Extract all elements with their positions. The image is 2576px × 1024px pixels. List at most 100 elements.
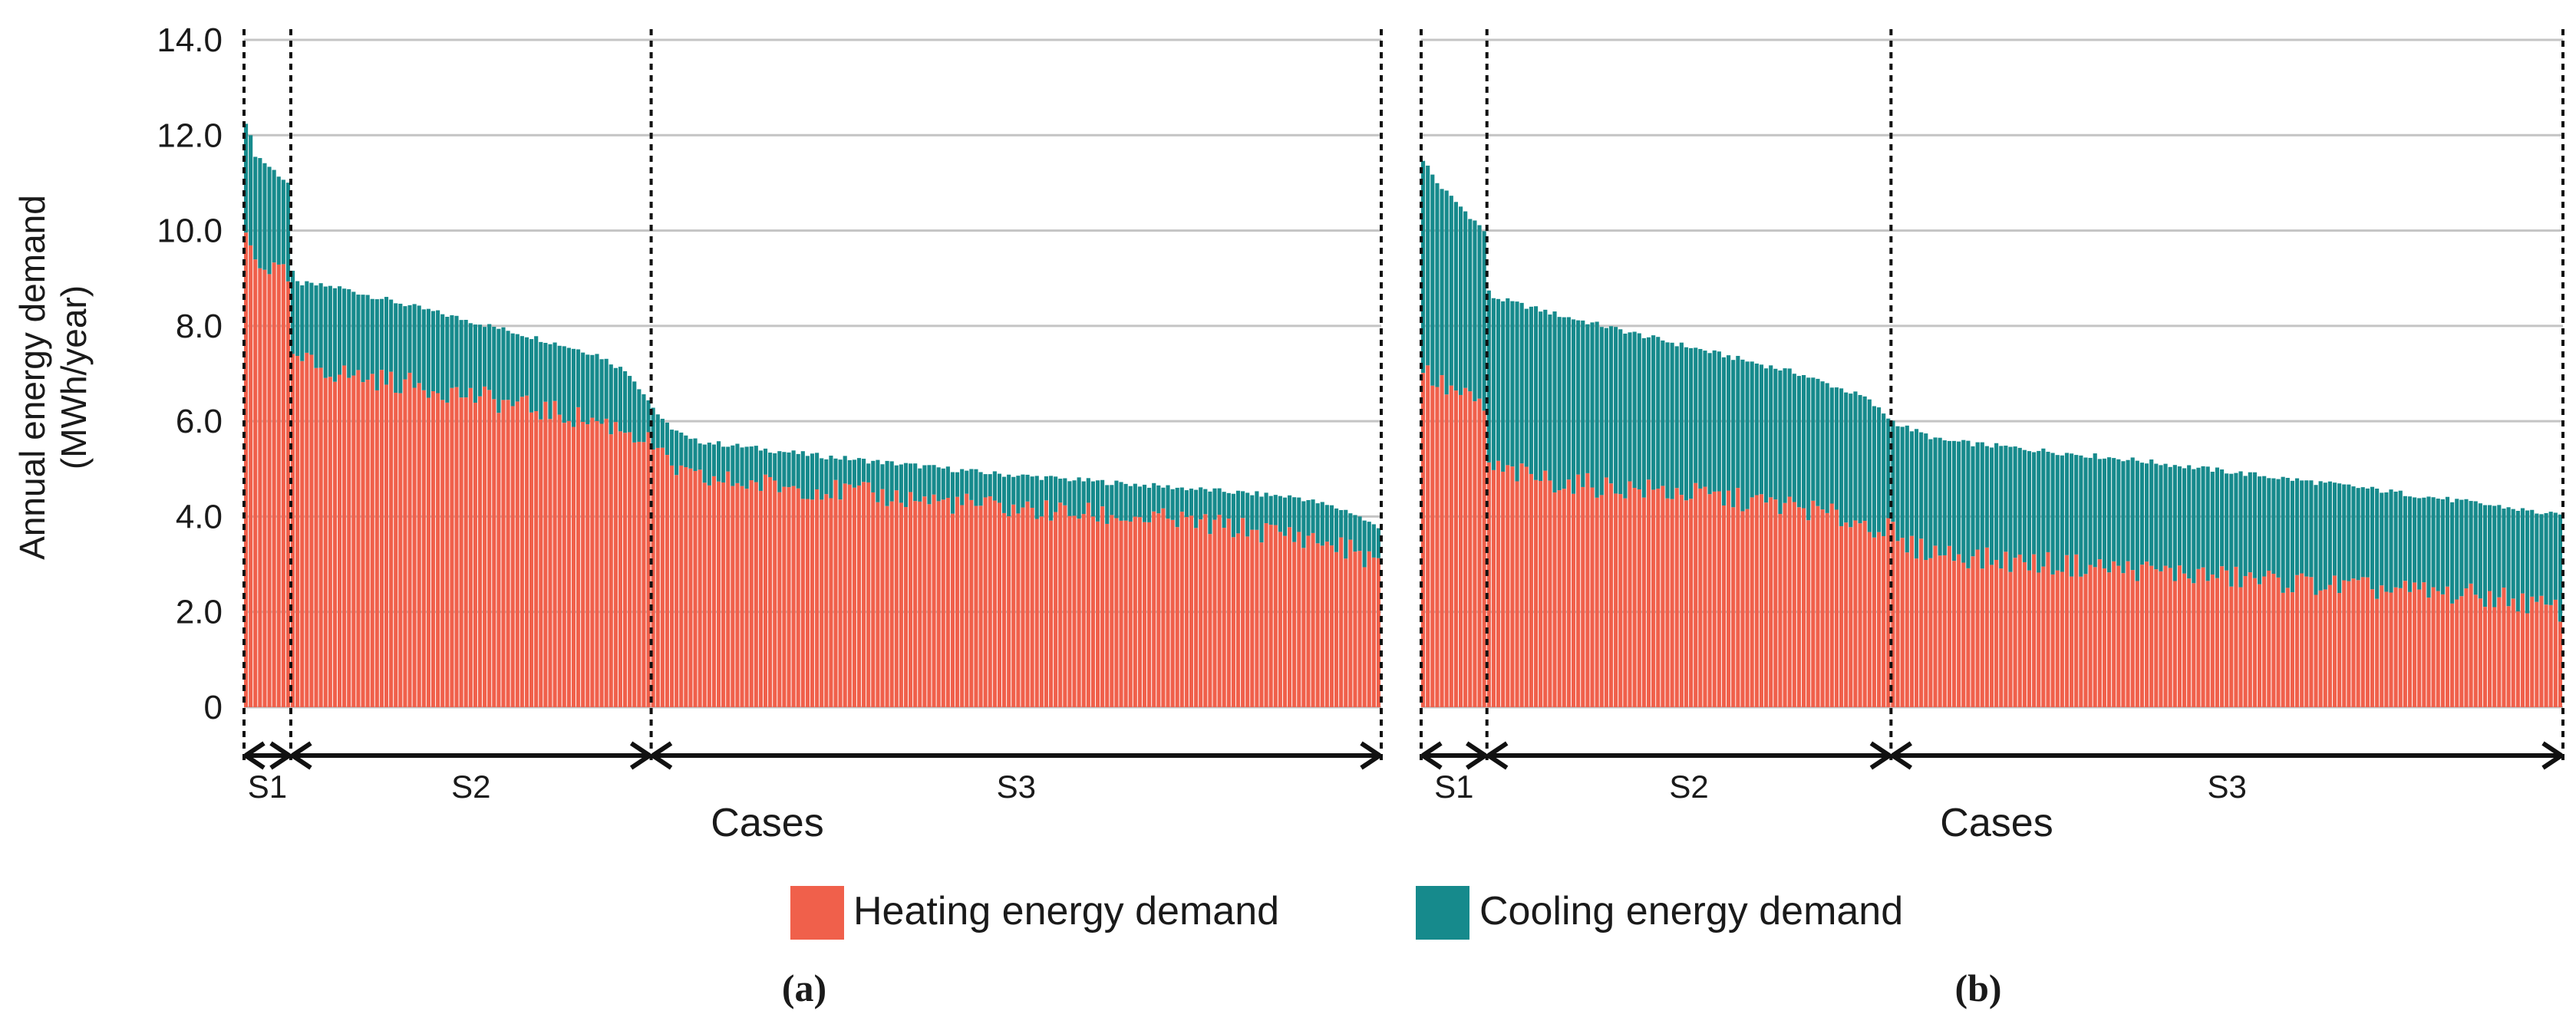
bar-cooling — [1297, 497, 1301, 532]
bar-cooling — [1736, 355, 1740, 489]
bar-cooling — [2262, 476, 2267, 577]
bar-cooling — [2327, 481, 2332, 585]
bar-cooling — [1468, 219, 1473, 392]
bar-cooling — [726, 446, 731, 472]
bar-cooling — [1641, 337, 1646, 498]
bar-heating — [1684, 500, 1689, 707]
bar-cooling — [1515, 301, 1519, 482]
bar-cooling — [978, 472, 983, 506]
bar-heating — [871, 492, 876, 707]
bar-heating — [1491, 469, 1496, 707]
bar-cooling — [1844, 392, 1849, 523]
bar-cooling — [459, 320, 463, 398]
bar-heating — [856, 485, 862, 707]
bar-heating — [1133, 516, 1137, 707]
bar-cooling — [2013, 446, 2017, 558]
bar-heating — [1430, 385, 1435, 707]
bar-heating — [787, 487, 791, 707]
bars — [1421, 160, 2563, 707]
bar-heating — [347, 377, 351, 707]
arrowhead-left — [244, 741, 266, 770]
bar-heating — [2271, 574, 2276, 707]
bar-heating — [407, 372, 412, 707]
bar-heating — [754, 482, 758, 707]
bar-heating — [1095, 521, 1100, 707]
bar-cooling — [2544, 512, 2548, 605]
bar-cooling — [1651, 335, 1656, 490]
bar-cooling — [1576, 320, 1581, 475]
bar-heating — [1334, 552, 1339, 707]
bar-heating — [1566, 479, 1571, 707]
bar-cooling — [2267, 478, 2271, 571]
bar-heating — [1548, 480, 1552, 707]
bar-cooling — [1552, 311, 1557, 493]
bar-heating — [2149, 565, 2154, 707]
y-axis-title-line2: (MWh/year) — [54, 285, 94, 469]
bar-cooling — [2088, 457, 2093, 565]
bar-cooling — [1506, 298, 1510, 466]
bar-cooling — [787, 452, 791, 488]
bar-heating — [866, 482, 871, 707]
bar-heating — [1496, 460, 1501, 707]
bar-heating — [445, 402, 450, 707]
bar-heating — [1581, 486, 1585, 707]
bar-cooling — [721, 446, 726, 483]
bar-heating — [1048, 520, 1054, 707]
bar-heating — [2407, 591, 2413, 707]
bar-heating — [796, 488, 800, 707]
bar-cooling — [604, 358, 609, 419]
bar-cooling — [876, 459, 880, 502]
bar-cooling — [2050, 453, 2055, 575]
bar-cooling — [468, 323, 473, 388]
bar-cooling — [932, 465, 936, 495]
bar-cooling — [950, 472, 955, 514]
bar-cooling — [1421, 160, 1426, 374]
bar-heating — [1367, 551, 1371, 707]
bar-heating — [1971, 556, 1975, 707]
bar-cooling — [936, 467, 941, 502]
bar-heating — [1849, 527, 1853, 707]
bar-heating — [1203, 514, 1208, 707]
bar-cooling — [543, 342, 548, 402]
bar-cooling — [272, 170, 276, 263]
bar-heating — [932, 494, 936, 707]
bar-cooling — [2079, 455, 2083, 577]
bar-heating — [2126, 561, 2130, 707]
bar-heating — [2074, 554, 2079, 707]
bar-cooling — [1628, 332, 1632, 482]
bar-cooling — [1938, 437, 1942, 556]
bar-cooling — [1334, 508, 1339, 552]
bar-heating — [768, 477, 773, 707]
bar-heating — [2017, 554, 2022, 707]
bar-cooling — [1933, 437, 1938, 546]
bar-heating — [992, 500, 997, 707]
bar-cooling — [2027, 451, 2032, 571]
bar-cooling — [1189, 488, 1194, 516]
bar-cooling — [440, 314, 445, 400]
bar-heating — [1264, 523, 1268, 707]
bar-heating — [655, 447, 660, 707]
bar-heating — [604, 418, 609, 707]
bar-cooling — [2459, 499, 2464, 597]
bar-cooling — [548, 344, 552, 420]
bar-heating — [557, 414, 562, 707]
bar-heating — [623, 433, 628, 707]
bar-cooling — [2375, 489, 2380, 599]
bar-cooling — [1034, 476, 1039, 519]
bar-cooling — [693, 438, 698, 472]
bar-heating — [2102, 568, 2107, 707]
bar-cooling — [519, 336, 524, 397]
bar-cooling — [585, 354, 590, 425]
bar-cooling — [2478, 503, 2482, 599]
bar-heating — [1727, 490, 1731, 707]
bar-heating — [2455, 599, 2459, 707]
bar-cooling — [945, 466, 950, 499]
bar-cooling — [1759, 364, 1764, 495]
bar-heating — [1829, 503, 1834, 707]
bar-cooling — [2473, 501, 2478, 595]
bar-heating — [1670, 499, 1674, 707]
bar-heating — [1119, 520, 1123, 707]
bar-heating — [613, 422, 618, 707]
bar-heating — [843, 483, 847, 707]
